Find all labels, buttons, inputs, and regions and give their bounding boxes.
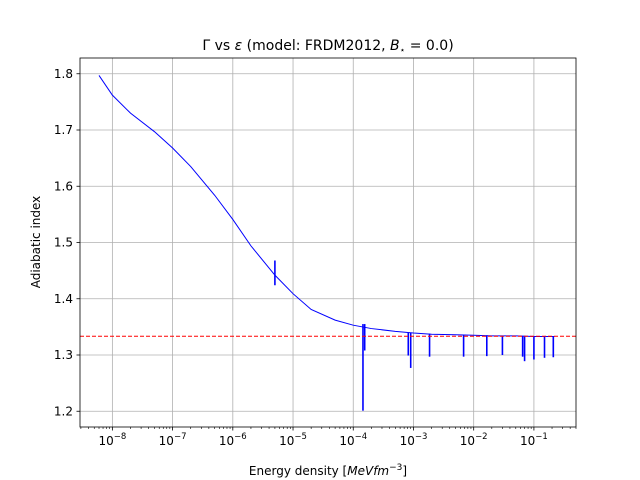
grid-lines [80,58,576,427]
x-axis-ticks: 10−8 10−7 10−6 10−5 10−4 10−3 10−2 10−1 [80,427,577,448]
x-axis-label-unit: MeVfm [347,464,389,478]
y-tick-label: 1.7 [54,123,73,137]
y-axis-ticks: 1.2 1.3 1.4 1.5 1.6 1.7 1.8 [54,67,80,418]
y-tick-label: 1.6 [54,179,73,193]
title-gamma: Γ [202,38,210,54]
y-tick-label: 1.5 [54,236,73,250]
x-tick-label: 10−4 [339,432,367,448]
y-tick-label: 1.4 [54,292,73,306]
x-tick-label: 10−7 [159,432,187,448]
title-b-subscript: ⋆ [400,46,406,56]
x-tick-label: 10−6 [219,432,247,448]
x-tick-label: 10−5 [279,432,307,448]
title-vs: vs [210,38,234,54]
title-b-value: = 0.0) [405,38,453,54]
y-tick-label: 1.8 [54,67,73,81]
x-axis-label-text: Energy density [ [249,464,347,478]
title-epsilon: ε [235,38,243,54]
plot-content [80,75,576,411]
x-tick-label: 10−1 [520,432,548,448]
title-b: B [390,38,400,54]
title-model: (model: FRDM2012, [242,38,390,54]
x-axis-label-exponent: −3 [389,463,402,473]
x-tick-label: 10−2 [460,432,488,448]
x-tick-label: 10−3 [400,432,428,448]
y-tick-label: 1.2 [54,404,73,418]
x-axis-label-close: ] [402,464,407,478]
x-tick-label: 10−8 [98,432,126,448]
chart-title: Γ vs ε (model: FRDM2012, B⋆ = 0.0) [202,38,453,56]
y-tick-label: 1.3 [54,348,73,362]
x-axis-label: Energy density [MeVfm−3] [249,463,407,478]
y-axis-label: Adiabatic index [29,196,43,289]
